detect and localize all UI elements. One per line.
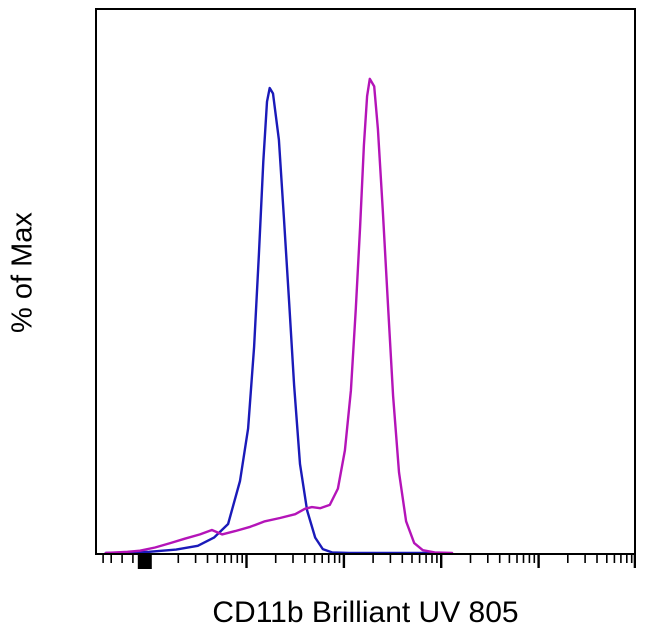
histogram-plot-area [95,8,636,569]
histogram-curves [104,77,454,555]
x-thick-tick [137,555,152,569]
cd11b-stained-histogram [104,77,454,555]
x-axis-label: CD11b Brilliant UV 805 [212,596,519,629]
plot-frame [95,8,636,555]
y-axis-label: % of Max [6,212,39,333]
negative-control-histogram [104,86,443,555]
x-axis-ticks [102,555,636,569]
